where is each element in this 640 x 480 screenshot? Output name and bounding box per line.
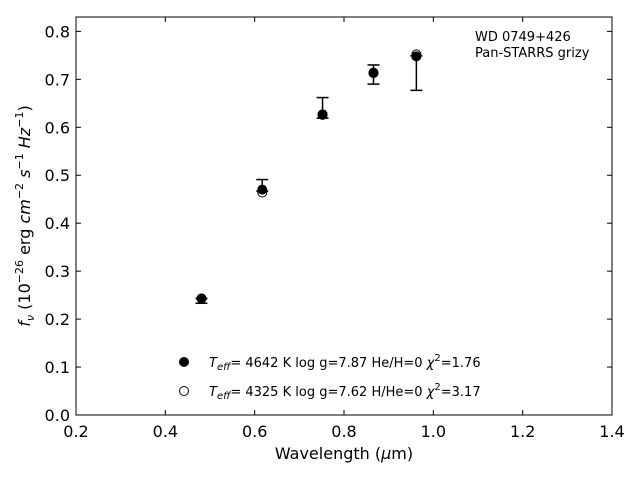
x-axis-label: Wavelength (μm) — [275, 444, 413, 463]
y-tick-label-7: 0.7 — [45, 70, 70, 89]
legend-marker-filled — [179, 357, 189, 367]
annotation-object: WD 0749+426 — [475, 30, 571, 45]
ticks — [75, 17, 613, 416]
x-tick-label-2: 0.6 — [242, 422, 267, 441]
points — [196, 49, 422, 304]
tick-labels: 0.2 0.4 0.6 0.8 1.0 1.2 1.4 0.0 0.1 0.2 0.3 0.4 0.5 0… — [45, 22, 625, 441]
y-tick-label-6: 0.6 — [45, 118, 70, 137]
legend-entry-2: Teff= 4325 K log g=7.62 H/He=0 χ2=3.17 — [209, 382, 481, 402]
x-tick-label-0: 0.2 — [63, 422, 88, 441]
x-tick-label-6: 1.4 — [599, 422, 624, 441]
x-tick-label-3: 0.8 — [331, 422, 356, 441]
errorbars — [195, 55, 423, 305]
y-axis-label: fν (10−26 erg cm−2 s−1 Hz−1) — [13, 105, 37, 326]
legend-entry-1: Teff= 4642 K log g=7.87 He/H=0 χ2=1.76 — [209, 353, 481, 373]
x-tick-label-5: 1.2 — [510, 422, 535, 441]
legend: Teff= 4642 K log g=7.87 He/H=0 χ2=1.76 T… — [179, 353, 481, 402]
x-tick-label-4: 1.0 — [421, 422, 446, 441]
annotation-survey: Pan-STARRS grizy — [475, 46, 590, 61]
point-filled-0 — [196, 293, 207, 304]
y-tick-label-2: 0.2 — [45, 310, 70, 329]
legend-marker-open — [179, 386, 189, 396]
y-tick-label-5: 0.5 — [45, 166, 70, 185]
point-filled-4 — [411, 51, 422, 62]
y-tick-label-1: 0.1 — [45, 358, 70, 377]
x-tick-label-1: 0.4 — [153, 422, 178, 441]
point-filled-3 — [368, 68, 379, 79]
point-filled-2 — [317, 109, 328, 120]
y-tick-label-3: 0.3 — [45, 262, 70, 281]
point-filled-1 — [257, 184, 268, 195]
y-tick-label-8: 0.8 — [45, 22, 70, 41]
y-tick-label-0: 0.0 — [45, 406, 70, 425]
y-tick-label-4: 0.4 — [45, 214, 70, 233]
